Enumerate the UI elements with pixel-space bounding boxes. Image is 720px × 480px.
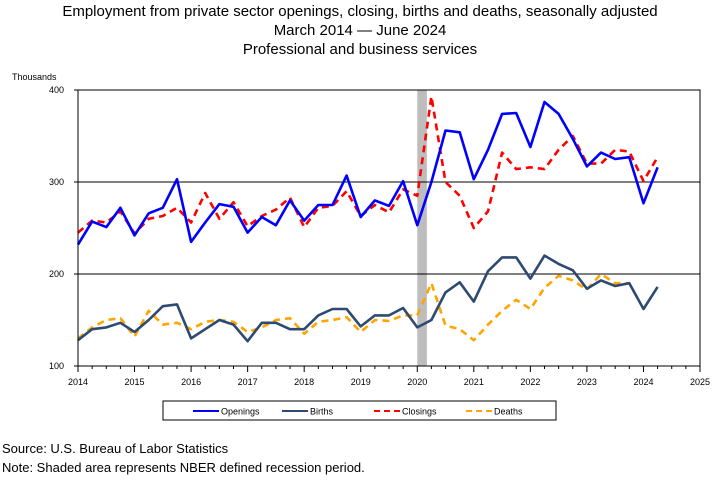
source-note: Source: U.S. Bureau of Labor Statistics bbox=[2, 441, 229, 456]
series-line-births bbox=[77, 254, 659, 343]
recession-shading bbox=[417, 90, 427, 366]
recession-note: Note: Shaded area represents NBER define… bbox=[2, 460, 365, 475]
plot-frame bbox=[77, 89, 701, 367]
y-axis-label: Thousands bbox=[12, 72, 57, 82]
legend-label-births: Births bbox=[310, 407, 334, 417]
x-tick-label-2017: 2017 bbox=[238, 377, 258, 387]
legend-label-closings: Closings bbox=[402, 407, 437, 417]
series-line-closings bbox=[77, 95, 659, 235]
x-tick-label-2023: 2023 bbox=[577, 377, 597, 387]
x-axis: 2014 2015 2016 2017 2018 2019 2020 2021 2022 2023… bbox=[68, 366, 710, 387]
x-tick-label-2016: 2016 bbox=[181, 377, 201, 387]
legend-label-openings: Openings bbox=[221, 407, 260, 417]
gridlines bbox=[78, 181, 700, 275]
y-tick-label-400: 400 bbox=[49, 85, 64, 95]
x-tick-label-2022: 2022 bbox=[520, 377, 540, 387]
y-tick-label-100: 100 bbox=[49, 361, 64, 371]
series-line-openings bbox=[76, 100, 659, 246]
chart-title: Employment from private sector openings,… bbox=[0, 2, 720, 59]
x-tick-label-2020: 2020 bbox=[407, 377, 427, 387]
y-tick-label-200: 200 bbox=[49, 269, 64, 279]
recession-band bbox=[417, 90, 427, 366]
y-axis: 100 200 300 400 bbox=[49, 85, 78, 371]
x-tick-label-2025: 2025 bbox=[690, 377, 710, 387]
y-tick-label-300: 300 bbox=[49, 177, 64, 187]
x-tick-label-2024: 2024 bbox=[633, 377, 653, 387]
series-lines bbox=[76, 95, 659, 343]
x-tick-label-2014: 2014 bbox=[68, 377, 88, 387]
legend-label-deaths: Deaths bbox=[494, 407, 523, 417]
x-tick-label-2018: 2018 bbox=[294, 377, 314, 387]
x-tick-label-2021: 2021 bbox=[464, 377, 484, 387]
title-line-2: March 2014 — June 2024 bbox=[273, 22, 447, 39]
legend: Openings Births Closings Deaths bbox=[162, 400, 557, 421]
legend-box bbox=[162, 400, 557, 421]
title-line-3: Professional and business services bbox=[242, 41, 478, 58]
title-line-1: Employment from private sector openings,… bbox=[62, 3, 658, 20]
x-tick-label-2019: 2019 bbox=[351, 377, 371, 387]
x-tick-label-2015: 2015 bbox=[125, 377, 145, 387]
